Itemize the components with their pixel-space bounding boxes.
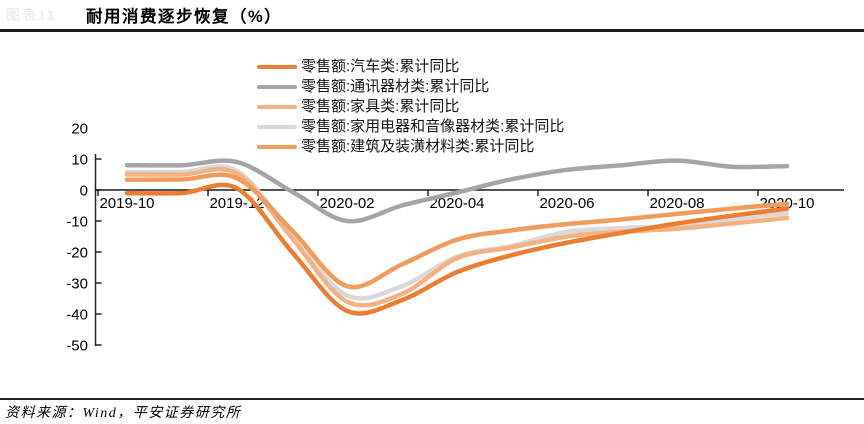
legend-label: 零售额:汽车类:累计同比 [301, 58, 460, 75]
legend-swatch-icon [257, 104, 297, 110]
legend-label: 零售额:家具类:累计同比 [301, 98, 460, 115]
legend-label: 零售额:通讯器材类:累计同比 [301, 78, 490, 95]
x-axis-tick-label: 2020-02 [319, 195, 374, 212]
series-line-1 [124, 158, 790, 224]
y-axis-tick-label: 20 [71, 120, 88, 137]
series-line-2 [124, 166, 790, 308]
chart-legend: 零售额:汽车类:累计同比零售额:通讯器材类:累计同比 零售额:家具类:累计同比零售… [257, 57, 564, 157]
y-axis-tick-label: -20 [66, 244, 88, 261]
series-line-4 [124, 172, 790, 290]
y-axis-tick-label: -10 [66, 213, 88, 230]
y-axis-tick-label: -30 [66, 275, 88, 292]
y-axis-tick-label: 0 [80, 182, 88, 199]
legend-label: 零售额:建筑及装潢材料类:累计同比 [301, 138, 535, 155]
legend-swatch-icon [257, 144, 297, 150]
legend-item: 零售额:通讯器材类:累计同比 [257, 77, 564, 97]
legend-swatch-icon [257, 64, 297, 70]
source-note: 资料来源：Wind，平安证券研究所 [5, 406, 242, 421]
chart-title: 耐用消费逐步恢复（%） [86, 8, 283, 26]
title-divider [0, 29, 864, 32]
y-axis-tick-label: -50 [66, 337, 88, 354]
x-axis-tick-label: 2020-04 [429, 195, 484, 212]
legend-item: 零售额:家用电器和音像器材类:累计同比 [257, 117, 564, 137]
x-axis-tick-label: 2020-06 [539, 195, 594, 212]
legend-label: 零售额:家用电器和音像器材类:累计同比 [301, 118, 565, 135]
footer-divider [0, 398, 864, 400]
legend-item: 零售额:汽车类:累计同比 [257, 57, 564, 77]
legend-item: 零售额:家具类:累计同比 [257, 97, 564, 117]
x-axis-tick-label: 2019-10 [99, 195, 154, 212]
series-line-0 [124, 182, 790, 316]
legend-swatch-icon [257, 84, 297, 90]
x-axis-tick-label: 2020-08 [649, 195, 704, 212]
legend-item: 零售额:建筑及装潢材料类:累计同比 [257, 137, 564, 157]
y-axis-tick-label: -40 [66, 306, 88, 323]
figure-number-label: 图表11 [6, 7, 57, 23]
y-axis-tick-label: 10 [71, 151, 88, 168]
legend-swatch-icon [257, 124, 297, 130]
